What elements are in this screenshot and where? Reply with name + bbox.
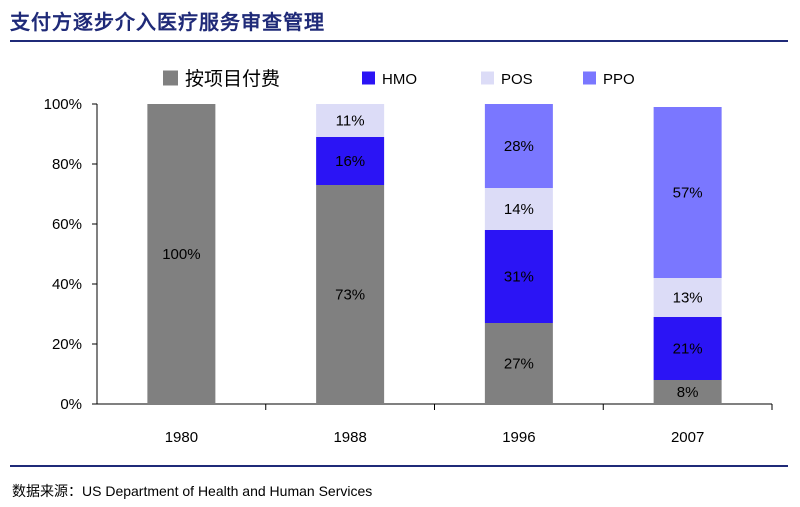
legend-swatch	[583, 71, 596, 85]
bar-segment	[484, 188, 553, 230]
bar-segment	[316, 137, 385, 185]
legend-swatch	[481, 71, 494, 85]
data-label: 57%	[673, 185, 703, 202]
bar-segment	[484, 104, 553, 188]
bar-segment	[316, 104, 385, 137]
y-tick-label: 0%	[60, 396, 82, 413]
data-label: 31%	[504, 269, 534, 286]
x-tick-label: 2007	[671, 429, 704, 446]
bar-segment	[316, 185, 385, 404]
x-tick-label: 1996	[502, 429, 535, 446]
data-label: 73%	[335, 287, 365, 304]
data-label: 14%	[504, 201, 534, 218]
data-label: 11%	[336, 113, 365, 130]
data-label: 8%	[677, 384, 699, 401]
legend-label: HMO	[382, 71, 417, 88]
footer-divider	[10, 465, 788, 467]
y-tick-label: 80%	[52, 156, 82, 173]
stacked-bar-chart: 0% 20% 40% 60% 80% 100% 1980 100% 1988 73% 16% 11% 1…	[44, 68, 773, 446]
data-label: 16%	[335, 153, 365, 170]
bar-segment	[653, 107, 722, 278]
x-tick-label: 1980	[165, 429, 198, 446]
bar-segment	[653, 380, 722, 404]
x-tick-label: 1988	[333, 429, 366, 446]
y-tick-label: 60%	[52, 216, 82, 233]
legend-label: POS	[501, 71, 533, 88]
y-tick-label: 100%	[44, 96, 82, 113]
bar-segment	[484, 230, 553, 323]
bar-segment	[484, 323, 553, 404]
data-label: 100%	[162, 246, 200, 263]
y-tick-label: 40%	[52, 276, 82, 293]
bar-segment	[653, 317, 722, 380]
data-label: 13%	[673, 290, 703, 307]
data-label: 27%	[504, 356, 534, 373]
bar-segment	[147, 104, 216, 404]
page-title: 支付方逐步介入医疗服务审查管理	[10, 10, 325, 34]
legend-label: PPO	[603, 71, 635, 88]
legend-swatch	[362, 71, 375, 85]
data-label: 21%	[673, 341, 703, 358]
source-text: US Department of Health and Human Servic…	[82, 483, 373, 499]
bar-segment	[653, 278, 722, 317]
source-note: 数据来源：US Department of Health and Human S…	[12, 481, 372, 501]
title-divider	[10, 40, 788, 42]
legend-label: 按项目付费	[185, 68, 280, 90]
legend-swatch	[163, 70, 178, 86]
y-tick-label: 20%	[52, 336, 82, 353]
data-label: 28%	[504, 138, 534, 155]
source-label: 数据来源：	[12, 484, 82, 500]
